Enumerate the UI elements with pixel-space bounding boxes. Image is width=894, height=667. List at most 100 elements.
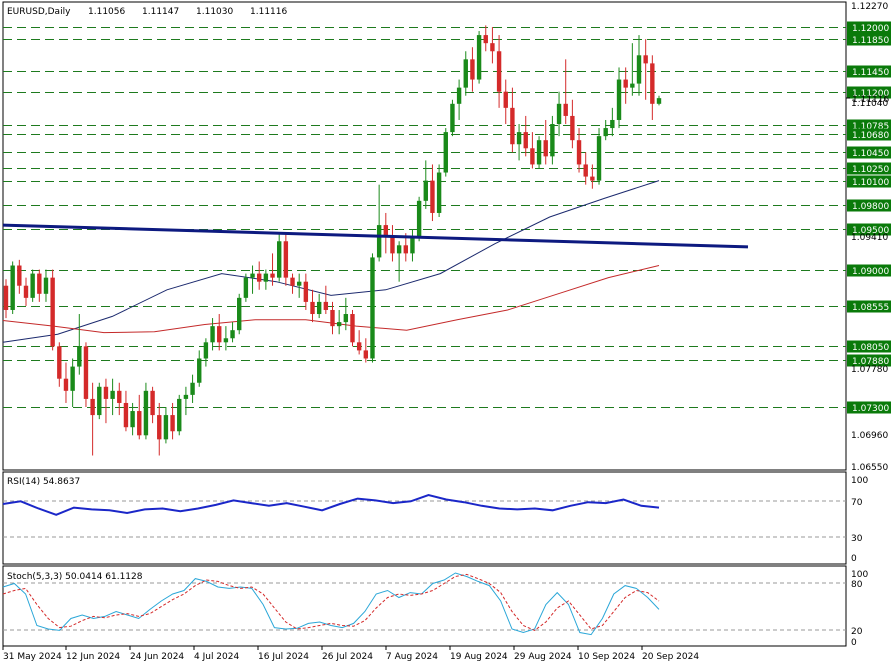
candle-bullish [70,366,75,391]
candle-bullish [336,322,342,327]
rsi-axis-30: 30 [851,534,863,544]
current-price-label: 1.11116 [852,95,889,105]
candle-bearish [17,265,22,286]
candle-bullish [250,273,255,278]
candle-bearish [103,386,109,399]
rsi-axis-70: 70 [851,498,863,508]
candle-bearish [523,132,528,149]
ohlc-low: 1.11030 [196,7,233,17]
level-label: 1.08050 [852,343,889,353]
level-label-box [847,65,891,78]
candle-bullish [130,411,135,428]
level-label-box [847,21,891,34]
candle-bearish [503,91,508,108]
rsi-label: RSI(14) 54.8637 [7,477,80,487]
time-label: 19 Aug 2024 [450,652,508,662]
candle-bearish [330,309,335,327]
candle-bullish [77,346,82,367]
level-label: 1.10680 [852,131,889,141]
support-resistance-levels [3,27,846,408]
candle-bullish [183,394,189,399]
level-label: 1.09500 [852,226,889,236]
candle-bullish [210,326,215,343]
candle-bearish [170,415,175,432]
price-tick-1.11040: 1.11040 [851,99,888,109]
candle-bullish [416,200,422,238]
candle-bearish [650,63,655,104]
candle-bullish [636,55,642,84]
candle-bearish [570,115,575,141]
level-label: 1.07880 [852,357,889,367]
level-label-box [847,175,891,188]
candle-bullish [30,273,35,298]
rsi-axis-0: 0 [851,554,857,564]
candle-bearish [543,140,548,157]
trendline [2,223,749,249]
candle-bullish [197,358,202,383]
candle-bearish [3,285,9,310]
level-label: 1.10100 [852,178,889,188]
candle-bearish [483,35,488,44]
candle-bearish [623,79,628,88]
stoch-axis-20: 20 [851,627,863,637]
candle-bullish [43,277,49,294]
level-label: 1.11450 [852,68,889,78]
level-label: 1.11850 [852,36,889,46]
candle-bearish [50,277,55,347]
candle-bearish [390,237,395,254]
candle-bullish [443,132,448,173]
candle-bullish [630,83,635,88]
candle-bullish [10,265,15,310]
candle-bearish [23,285,29,298]
level-labels: 1.12000 1.11850 1.11450 1.11200 1.107851.106… [847,21,891,414]
level-label: 1.09800 [852,202,889,212]
candle-bearish [323,301,329,310]
candle-bearish [430,180,435,213]
candle-bearish [137,411,142,436]
level-label-box [847,354,891,367]
candle-bullish [550,124,555,157]
candle-bearish [510,107,515,145]
candle-bullish [656,98,662,104]
time-label: 29 Aug 2024 [514,652,572,662]
level-label: 1.10450 [852,149,889,159]
time-label: 4 Jul 2024 [194,652,239,662]
level-label-box [847,33,891,46]
candle-bullish [423,180,428,201]
candle-bearish [583,164,588,177]
candle-bullish [316,301,322,315]
chart-symbol: EURUSD,Daily [7,7,71,17]
level-label: 1.09000 [852,267,889,277]
candle-bullish [596,136,602,181]
candle-bullish [396,245,402,254]
candle-bearish [117,390,122,403]
candle-bearish [270,273,275,278]
candle-bearish [150,390,155,416]
candle-bullish [436,172,442,213]
stoch-main-line [2,572,660,636]
candle-bearish [90,398,95,416]
candle-bearish [310,301,315,315]
candle-bullish [163,415,169,440]
candle-bearish [350,314,355,343]
candle-bullish [376,225,382,258]
candle-bearish [356,342,362,351]
candle-bearish [383,225,389,238]
candle-bearish [643,55,648,64]
candle-bearish [83,346,89,399]
trendline-group [2,223,749,249]
ohlc-high: 1.11147 [142,7,179,17]
level-label-box [847,128,891,141]
rsi-series [2,493,660,516]
time-label: 31 May 2024 [3,652,62,662]
level-label-box [847,401,891,414]
candle-bullish [516,132,522,145]
candle-bullish [410,237,415,254]
candle-bullish [177,398,182,432]
time-label: 16 Jul 2024 [258,652,309,662]
candle-bearish [590,176,595,181]
candle-bullish [603,128,608,137]
level-label: 1.07300 [852,404,889,414]
level-label-box [847,300,891,313]
